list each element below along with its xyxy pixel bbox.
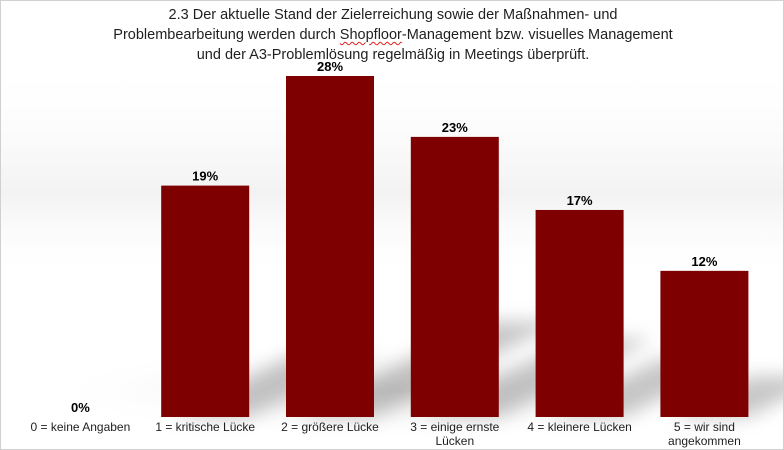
- chart-title-line-3: und der A3-Problemlösung regelmäßig in M…: [196, 47, 590, 63]
- bar: [660, 270, 749, 417]
- bar-value-label: 19%: [192, 169, 218, 184]
- bar: [286, 76, 374, 417]
- x-tick-label: 1 = kritische Lücke: [155, 420, 255, 434]
- value-labels: 0% 19% 28% 23% 17% 12%: [71, 59, 718, 415]
- category-labels: 0 = keine Angaben 1 = kritische Lücke 2 = …: [31, 420, 741, 448]
- x-tick-label: 3 = einige ernste Lücken: [410, 420, 499, 448]
- bar-value-label: 17%: [567, 193, 593, 208]
- bar: [535, 209, 624, 417]
- bar-value-label: 12%: [691, 254, 717, 269]
- x-tick-label: 4 = kleinere Lücken: [527, 420, 631, 434]
- chart-title-line-2-end: -Management bzw. visuelles Management: [401, 27, 673, 43]
- bar: [410, 136, 499, 417]
- bar-value-label: 23%: [442, 120, 468, 135]
- chart-title: 2.3 Der aktuelle Stand der Zielerreichun…: [61, 5, 725, 65]
- x-tick-label: 2 = größere Lücke: [281, 420, 379, 434]
- chart-title-line-2: Problembearbeitung werden durch Shopfloo…: [61, 25, 725, 45]
- bar-value-label: 28%: [317, 59, 343, 74]
- spellcheck-marked-word: Shopfloor: [339, 27, 402, 43]
- bars: [161, 76, 749, 417]
- bar-value-label: 0%: [71, 400, 90, 415]
- x-tick-label: 0 = keine Angaben: [31, 420, 131, 434]
- x-tick-label: 5 = wir sind angekommen: [668, 420, 741, 448]
- bar: [161, 185, 250, 417]
- chart-title-line-1: 2.3 Der aktuelle Stand der Zielerreichun…: [168, 7, 618, 23]
- chart-title-line-2-start: Problembearbeitung werden durch: [113, 27, 340, 43]
